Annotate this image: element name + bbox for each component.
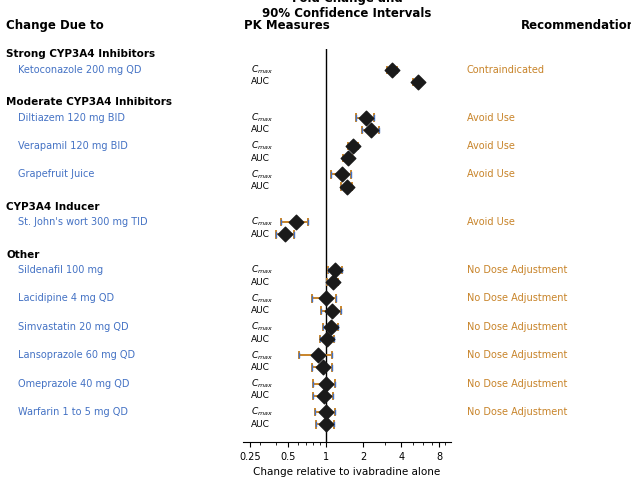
Text: Avoid Use: Avoid Use	[467, 217, 515, 227]
Point	[348, 142, 358, 150]
Point	[343, 154, 353, 162]
Text: $C_{max}$: $C_{max}$	[251, 111, 273, 124]
Point	[280, 230, 290, 238]
Text: Sildenafil 100 mg: Sildenafil 100 mg	[18, 265, 103, 275]
Point	[326, 323, 336, 331]
Text: Avoid Use: Avoid Use	[467, 112, 515, 123]
Text: Grapefruit Juice: Grapefruit Juice	[18, 169, 94, 179]
Text: $C_{max}$: $C_{max}$	[251, 168, 273, 181]
Text: Moderate CYP3A4 Inhibitors: Moderate CYP3A4 Inhibitors	[6, 97, 172, 108]
Point	[361, 113, 371, 121]
Text: AUC: AUC	[251, 278, 269, 287]
X-axis label: Change relative to ivabradine alone: Change relative to ivabradine alone	[254, 467, 440, 477]
Text: $C_{max}$: $C_{max}$	[251, 378, 273, 390]
Text: $C_{max}$: $C_{max}$	[251, 349, 273, 361]
Point	[291, 218, 301, 226]
Text: Warfarin 1 to 5 mg QD: Warfarin 1 to 5 mg QD	[18, 407, 127, 417]
Point	[321, 295, 331, 302]
Text: No Dose Adjustment: No Dose Adjustment	[467, 322, 567, 332]
Text: Avoid Use: Avoid Use	[467, 141, 515, 151]
Text: Simvastatin 20 mg QD: Simvastatin 20 mg QD	[18, 322, 128, 332]
Text: $C_{max}$: $C_{max}$	[251, 216, 273, 228]
Text: No Dose Adjustment: No Dose Adjustment	[467, 379, 567, 389]
Text: Change Due to: Change Due to	[6, 19, 104, 32]
Point	[313, 352, 323, 359]
Point	[327, 278, 338, 286]
Text: No Dose Adjustment: No Dose Adjustment	[467, 350, 567, 360]
Text: Strong CYP3A4 Inhibitors: Strong CYP3A4 Inhibitors	[6, 50, 155, 59]
Text: $C_{max}$: $C_{max}$	[251, 321, 273, 333]
Point	[366, 126, 376, 134]
Point	[317, 363, 327, 371]
Point	[321, 380, 331, 387]
Text: Verapamil 120 mg BID: Verapamil 120 mg BID	[18, 141, 127, 151]
Text: Lansoprazole 60 mg QD: Lansoprazole 60 mg QD	[18, 350, 135, 360]
Point	[413, 78, 423, 86]
Text: Fold Change and
90% Confidence Intervals: Fold Change and 90% Confidence Intervals	[262, 0, 432, 20]
Text: AUC: AUC	[251, 78, 269, 86]
Text: Other: Other	[6, 250, 40, 260]
Text: AUC: AUC	[251, 154, 269, 163]
Text: Ketoconazole 200 mg QD: Ketoconazole 200 mg QD	[18, 65, 141, 75]
Text: $C_{max}$: $C_{max}$	[251, 140, 273, 152]
Point	[387, 66, 398, 74]
Text: St. John's wort 300 mg TID: St. John's wort 300 mg TID	[18, 217, 147, 227]
Text: AUC: AUC	[251, 125, 269, 135]
Text: AUC: AUC	[251, 334, 269, 344]
Text: CYP3A4 Inducer: CYP3A4 Inducer	[6, 202, 100, 212]
Text: No Dose Adjustment: No Dose Adjustment	[467, 294, 567, 303]
Text: Lacidipine 4 mg QD: Lacidipine 4 mg QD	[18, 294, 114, 303]
Text: Contraindicated: Contraindicated	[467, 65, 545, 75]
Point	[327, 307, 337, 315]
Text: No Dose Adjustment: No Dose Adjustment	[467, 265, 567, 275]
Text: Diltiazem 120 mg BID: Diltiazem 120 mg BID	[18, 112, 125, 123]
Point	[341, 183, 351, 191]
Text: $C_{max}$: $C_{max}$	[251, 292, 273, 305]
Text: No Dose Adjustment: No Dose Adjustment	[467, 407, 567, 417]
Text: AUC: AUC	[251, 363, 269, 372]
Text: $C_{max}$: $C_{max}$	[251, 63, 273, 76]
Point	[331, 266, 341, 274]
Text: Omeprazole 40 mg QD: Omeprazole 40 mg QD	[18, 379, 129, 389]
Text: Recommendation: Recommendation	[521, 19, 631, 32]
Text: PK Measures: PK Measures	[244, 19, 330, 32]
Point	[321, 420, 331, 428]
Point	[319, 392, 329, 400]
Text: $C_{max}$: $C_{max}$	[251, 264, 273, 276]
Point	[322, 335, 332, 343]
Text: Avoid Use: Avoid Use	[467, 169, 515, 179]
Text: $C_{max}$: $C_{max}$	[251, 406, 273, 418]
Text: AUC: AUC	[251, 420, 269, 429]
Point	[321, 408, 331, 416]
Text: AUC: AUC	[251, 182, 269, 191]
Point	[337, 170, 347, 178]
Text: AUC: AUC	[251, 306, 269, 315]
Text: AUC: AUC	[251, 391, 269, 400]
Text: AUC: AUC	[251, 230, 269, 239]
